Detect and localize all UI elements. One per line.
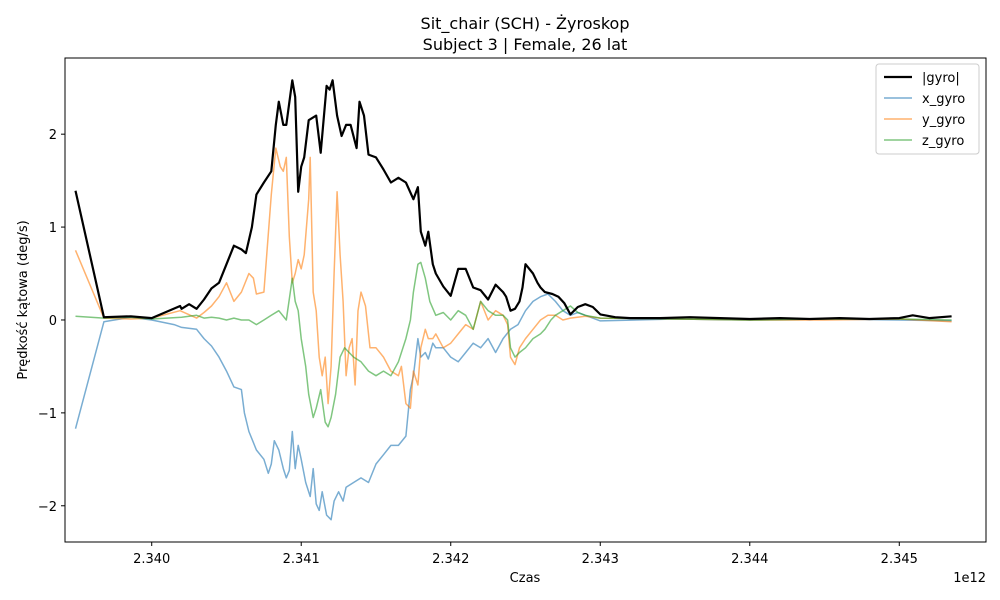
axes-frame <box>64 57 987 543</box>
x-axis-offset: 1e12 <box>953 571 986 586</box>
x-axis-ticks: 2.340 2.341 2.342 2.343 2.344 2.345 <box>133 542 918 567</box>
x-tick-label: 2.344 <box>731 552 768 567</box>
legend-box <box>875 63 980 155</box>
plot-area <box>74 79 952 521</box>
y-tick-label: 1 <box>49 221 57 236</box>
series-line-gyro <box>74 79 952 321</box>
x-tick-label: 2.341 <box>283 552 320 567</box>
legend-label: z_gyro <box>922 134 964 149</box>
x-tick-label: 2.342 <box>432 552 469 567</box>
chart-subtitle: Subject 3 | Female, 26 lat <box>423 35 628 54</box>
series-line-y_gyro <box>74 147 952 409</box>
legend-label: y_gyro <box>922 113 965 128</box>
series-line-x_gyro <box>74 293 952 521</box>
y-tick-label: 0 <box>49 314 57 329</box>
y-tick-label: −2 <box>38 500 57 515</box>
x-tick-label: 2.343 <box>582 552 619 567</box>
y-axis-ticks: −2 −1 0 1 2 <box>38 128 65 515</box>
chart-title: Sit_chair (SCH) - Żyroskop <box>421 14 630 34</box>
legend-label: |gyro| <box>922 71 960 86</box>
y-tick-label: 2 <box>49 128 57 143</box>
series-line-z_gyro <box>75 261 952 428</box>
x-tick-label: 2.345 <box>881 552 918 567</box>
x-tick-label: 2.340 <box>133 552 170 567</box>
x-axis-label: Czas <box>510 571 541 586</box>
legend: |gyro| x_gyro y_gyro z_gyro <box>875 63 980 155</box>
y-tick-label: −1 <box>38 407 57 422</box>
y-axis-label: Prędkość kątowa (deg/s) <box>16 220 31 379</box>
legend-label: x_gyro <box>922 92 965 107</box>
